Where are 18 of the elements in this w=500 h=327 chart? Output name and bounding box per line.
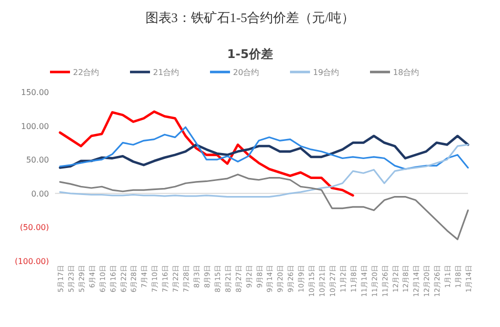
- legend-label: 20合约: [233, 68, 260, 77]
- legend-label: 22合约: [73, 68, 100, 77]
- legend-label: 18合约: [393, 68, 420, 77]
- legend-label: 21合约: [153, 68, 180, 77]
- y-tick-label: (100.00): [14, 257, 49, 266]
- chart-title: 图表3：铁矿石1-5合约价差（元/吨）: [145, 10, 355, 25]
- line-series: [59, 126, 469, 170]
- y-tick-label: 50.00: [26, 156, 49, 165]
- line-series: [58, 110, 354, 197]
- line-series: [58, 134, 470, 169]
- y-tick-label: (50.00): [20, 223, 49, 232]
- line-series: [59, 174, 469, 240]
- line-series: [59, 144, 469, 198]
- y-tick-label: 150.00: [21, 88, 49, 97]
- y-tick-label: 0.00: [31, 189, 49, 198]
- y-tick-label: 100.00: [21, 122, 49, 131]
- chart-subtitle: 1-5价差: [227, 47, 273, 61]
- legend-label: 19合约: [313, 68, 340, 77]
